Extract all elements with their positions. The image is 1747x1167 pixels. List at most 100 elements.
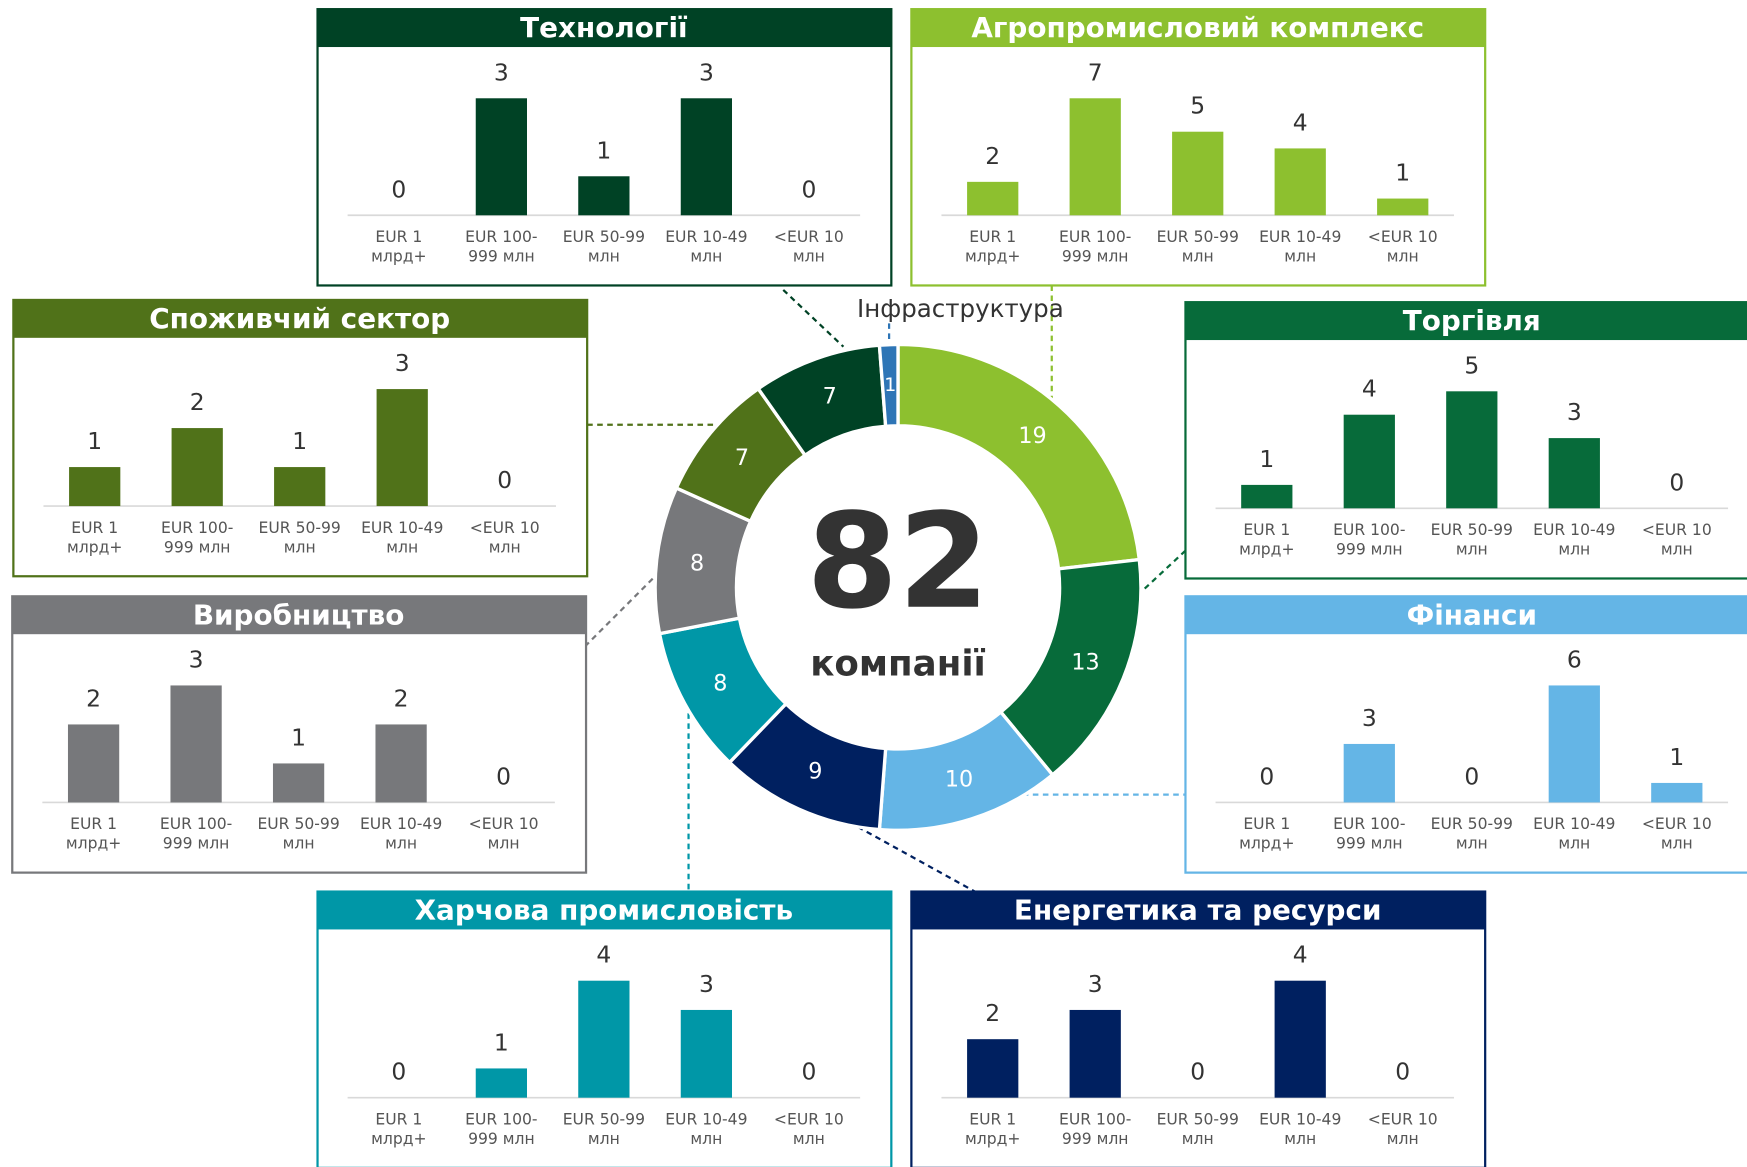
bar [67, 724, 120, 803]
bar [1343, 414, 1395, 509]
panel-title: Виробництво [193, 598, 405, 631]
value-label: 1 [292, 427, 307, 455]
connector [584, 573, 659, 648]
value-label: 0 [1464, 762, 1479, 790]
bar [680, 1009, 733, 1098]
category-label: EUR 100-999 млн [161, 519, 233, 556]
bar [170, 685, 222, 803]
bar [1446, 391, 1498, 509]
value-label: 0 [1395, 1058, 1410, 1086]
category-label: EUR 50-99 млн [563, 228, 645, 265]
category-label: EUR 100-999 млн [1059, 1110, 1131, 1147]
category-label: <EUR 10 млн [1642, 815, 1712, 852]
panel-header [12, 596, 587, 635]
segment-label: 7 [735, 445, 749, 471]
bar [1241, 484, 1293, 509]
segment-label: 8 [713, 671, 727, 697]
bar [69, 467, 121, 507]
total-label: компанії [810, 643, 986, 684]
panel-frame [316, 8, 893, 287]
donut-segment [896, 342, 1142, 571]
panel-title: Харчова промисловість [415, 894, 794, 927]
value-label: 0 [1259, 762, 1274, 790]
segment-label: 9 [808, 758, 822, 784]
category-label: EUR 100-999 млн [160, 815, 232, 852]
category-label: EUR 10-49 млн [360, 815, 442, 852]
panel-header [317, 9, 892, 48]
bar [475, 1068, 527, 1098]
connector [857, 825, 976, 893]
bar [967, 181, 1019, 216]
value-label: 4 [1293, 941, 1308, 969]
segment-label: 7 [823, 384, 837, 410]
category-label: <EUR 10 млн [469, 815, 539, 852]
value-label: 2 [394, 684, 409, 712]
value-label: 4 [596, 941, 611, 969]
connector [782, 289, 845, 348]
value-label: 3 [494, 58, 509, 86]
panel: Торгівля 1 EUR 1 млрд+ 4 EUR 100-999 млн 5 EUR … [1184, 301, 1747, 580]
value-label: 0 [801, 1058, 816, 1086]
bar [1274, 148, 1326, 216]
category-label: EUR 100-999 млн [1059, 228, 1131, 265]
value-label: 0 [497, 466, 512, 494]
value-label: 1 [494, 1028, 509, 1056]
panel-frame [910, 890, 1487, 1167]
value-label: 3 [395, 349, 410, 377]
panel: Виробництво 2 EUR 1 млрд+ 3 EUR 100-999 млн 1 E… [11, 595, 588, 874]
value-label: 0 [1669, 468, 1684, 496]
category-label: EUR 50-99 млн [259, 519, 341, 556]
bar [475, 98, 527, 216]
panel-title: Агропромисловий комплекс [971, 11, 1424, 44]
value-label: 1 [87, 427, 102, 455]
panel-frame [12, 298, 589, 578]
category-label: EUR 10-49 млн [665, 1110, 747, 1147]
category-label: EUR 50-99 млн [257, 815, 339, 852]
bar [578, 980, 630, 1098]
segment-name: Інфраструктура [857, 294, 1064, 323]
category-label: EUR 1 млрд+ [371, 228, 426, 265]
value-label: 0 [1190, 1058, 1205, 1086]
category-label: EUR 50-99 млн [1431, 521, 1513, 558]
category-label: EUR 1 млрд+ [965, 1110, 1020, 1147]
category-label: <EUR 10 млн [470, 519, 540, 556]
bar [1548, 438, 1600, 509]
panel: Фінанси 0 EUR 1 млрд+ 3 EUR 100-999 млн 0 EUR 5… [1184, 595, 1747, 874]
bar [171, 428, 223, 507]
bar [680, 98, 733, 216]
category-label: EUR 10-49 млн [665, 228, 747, 265]
category-label: EUR 100-999 млн [465, 1110, 537, 1147]
category-label: EUR 1 млрд+ [1239, 815, 1294, 852]
panel-header [1185, 596, 1747, 635]
value-label: 0 [496, 762, 511, 790]
value-label: 5 [1464, 351, 1479, 379]
category-label: EUR 1 млрд+ [67, 519, 122, 556]
value-label: 4 [1293, 108, 1308, 136]
bar [375, 724, 427, 803]
category-label: <EUR 10 млн [1368, 1110, 1438, 1147]
bar [578, 176, 630, 216]
category-label: EUR 10-49 млн [1533, 521, 1615, 558]
panel: Харчова промисловість 0 EUR 1 млрд+ 1 EUR 100… [316, 890, 893, 1167]
value-label: 0 [801, 175, 816, 203]
segment-label: 1 [884, 374, 896, 396]
bar [274, 467, 326, 507]
category-label: EUR 10-49 млн [361, 519, 443, 556]
category-label: EUR 100-999 млн [465, 228, 537, 265]
segment-label: 19 [1018, 423, 1046, 449]
category-label: EUR 1 млрд+ [66, 815, 121, 852]
segment-label: 10 [945, 767, 973, 793]
bar [272, 763, 325, 803]
panel-title: Торгівля [1403, 304, 1541, 337]
panel-title: Фінанси [1407, 598, 1537, 631]
segment-label: 13 [1071, 649, 1099, 675]
value-label: 3 [1567, 398, 1582, 426]
category-label: EUR 100-999 млн [1333, 521, 1405, 558]
value-label: 1 [596, 136, 611, 164]
value-label: 4 [1362, 375, 1377, 403]
donut-segment [877, 342, 900, 429]
value-label: 3 [1362, 704, 1377, 732]
total-value: 82 [807, 486, 990, 639]
bar [1274, 980, 1326, 1098]
category-label: EUR 10-49 млн [1533, 815, 1615, 852]
